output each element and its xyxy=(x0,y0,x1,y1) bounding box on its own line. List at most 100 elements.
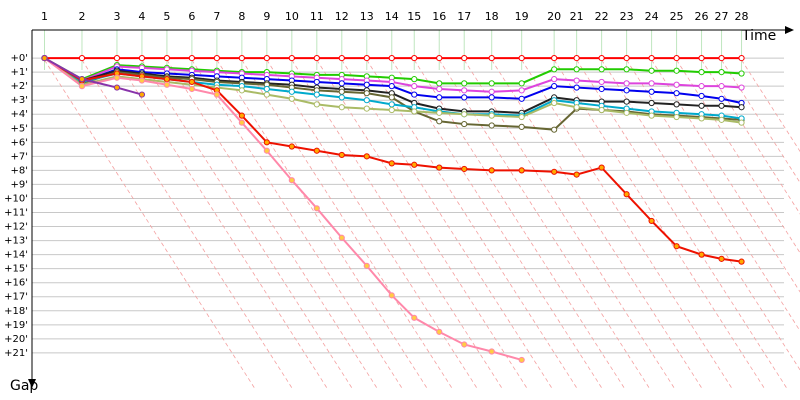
data-point xyxy=(461,111,468,118)
lap-guide xyxy=(216,59,428,389)
data-point xyxy=(41,54,48,62)
lap-guide xyxy=(191,59,403,389)
data-point xyxy=(698,69,705,76)
data-point xyxy=(163,76,171,83)
data-point xyxy=(648,99,655,107)
x-tick-label: 18 xyxy=(485,10,499,23)
data-point xyxy=(573,54,580,62)
x-tick-label: 28 xyxy=(735,10,749,23)
data-point xyxy=(363,97,370,104)
data-point xyxy=(113,84,121,91)
data-point xyxy=(461,54,468,62)
data-point xyxy=(551,83,558,90)
data-point xyxy=(551,66,558,73)
y-tick-label: +1' xyxy=(11,67,29,78)
data-point xyxy=(718,102,725,109)
data-point xyxy=(388,54,395,62)
data-point xyxy=(598,54,605,62)
data-point xyxy=(288,95,295,102)
x-tick-label: 5 xyxy=(163,10,170,23)
data-point xyxy=(648,67,655,74)
data-point xyxy=(623,87,630,94)
data-point xyxy=(436,85,443,93)
x-tick-label: 11 xyxy=(310,10,324,23)
x-tick-label: 8 xyxy=(238,10,245,23)
data-point xyxy=(673,90,680,97)
data-point xyxy=(263,139,270,146)
data-point xyxy=(598,66,605,73)
data-point xyxy=(738,258,745,265)
data-point xyxy=(488,80,495,87)
data-point xyxy=(673,113,680,121)
data-point xyxy=(488,54,495,62)
data-point xyxy=(551,168,558,175)
x-tick-label: 10 xyxy=(285,10,299,23)
x-tick-label: 4 xyxy=(138,10,145,23)
y-tick-label: +10' xyxy=(4,193,28,204)
data-point xyxy=(338,151,345,159)
x-tick-label: 25 xyxy=(670,10,684,23)
data-point xyxy=(738,84,745,91)
data-point xyxy=(313,147,320,154)
y-tick-label: +16' xyxy=(4,278,28,289)
x-tick-label: 22 xyxy=(595,10,609,23)
data-point xyxy=(388,160,395,167)
data-point xyxy=(698,251,705,258)
data-point xyxy=(573,66,580,73)
data-point xyxy=(648,88,655,95)
lap-guide xyxy=(44,59,255,389)
x-tick-label: 12 xyxy=(335,10,349,23)
data-point xyxy=(363,105,370,112)
data-point xyxy=(388,94,395,101)
data-point xyxy=(551,76,558,83)
data-point xyxy=(78,76,86,83)
y-tick-label: +17' xyxy=(4,292,28,303)
data-point xyxy=(488,122,495,129)
data-point xyxy=(598,78,605,86)
data-point xyxy=(436,54,443,62)
data-point xyxy=(698,83,705,90)
data-point xyxy=(718,83,725,90)
data-point xyxy=(551,126,558,133)
data-point xyxy=(518,113,525,121)
data-point xyxy=(338,234,345,241)
data-point xyxy=(518,80,525,87)
y-tick-label: +9' xyxy=(11,179,29,190)
data-point xyxy=(213,54,220,62)
data-point xyxy=(738,119,745,126)
data-point xyxy=(411,91,418,98)
data-point xyxy=(573,104,580,111)
data-point xyxy=(138,54,146,62)
data-point xyxy=(718,54,725,62)
data-point xyxy=(488,94,495,101)
x-tick-label: 26 xyxy=(695,10,709,23)
lap-guide xyxy=(81,59,293,389)
data-point xyxy=(461,120,468,128)
data-point xyxy=(436,118,443,125)
data-point xyxy=(461,87,468,94)
x-tick-label: 15 xyxy=(407,10,421,23)
data-point xyxy=(313,78,320,86)
data-point xyxy=(213,91,220,98)
x-tick-label: 19 xyxy=(515,10,529,23)
data-point xyxy=(338,54,345,62)
x-tick-label: 20 xyxy=(547,10,561,23)
data-point xyxy=(363,153,370,160)
data-point xyxy=(263,54,270,62)
data-point xyxy=(363,262,370,269)
series-line xyxy=(43,57,742,131)
lap-guide xyxy=(701,59,800,215)
data-point xyxy=(338,94,345,101)
data-point xyxy=(488,112,495,119)
x-tick-label: 1 xyxy=(41,10,48,23)
x-tick-label: 27 xyxy=(715,10,729,23)
lap-guide xyxy=(116,59,328,389)
data-point xyxy=(598,106,605,114)
data-point xyxy=(263,91,270,98)
lap-guide xyxy=(341,59,553,389)
y-tick-label: +12' xyxy=(4,222,28,233)
y-tick-label: +6' xyxy=(11,137,29,148)
lap-guide xyxy=(741,59,800,153)
series-line xyxy=(43,57,742,114)
